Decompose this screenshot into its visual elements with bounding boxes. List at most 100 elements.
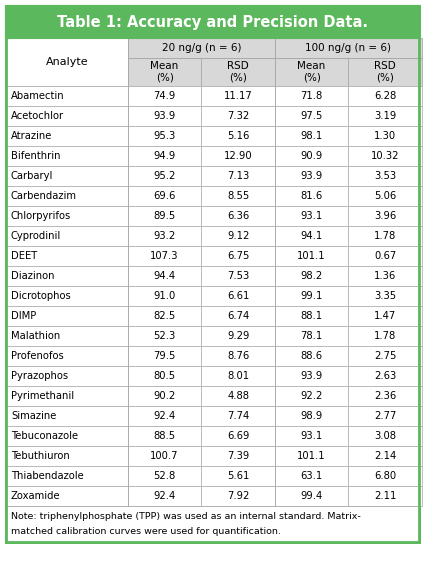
Text: 93.9: 93.9	[300, 371, 323, 381]
Bar	[128, 326, 201, 346]
Bar	[128, 386, 201, 406]
Text: Zoxamide: Zoxamide	[11, 491, 61, 501]
Text: 93.1: 93.1	[300, 431, 323, 441]
Text: Tebuthiuron: Tebuthiuron	[11, 451, 70, 461]
Text: 3.35: 3.35	[374, 291, 396, 301]
Bar	[275, 146, 348, 166]
Text: 10.32: 10.32	[371, 151, 399, 161]
Bar	[128, 446, 201, 466]
Text: 9.29: 9.29	[227, 331, 249, 341]
Text: Acetochlor: Acetochlor	[11, 111, 64, 121]
Text: RSD
(%): RSD (%)	[374, 61, 396, 83]
Bar	[201, 286, 275, 306]
Text: Pyrazophos: Pyrazophos	[11, 371, 68, 381]
Bar	[128, 146, 201, 166]
Text: 8.76: 8.76	[227, 351, 249, 361]
Bar	[348, 466, 422, 486]
Text: 3.19: 3.19	[374, 111, 396, 121]
Bar	[201, 406, 275, 426]
Text: 92.4: 92.4	[153, 491, 176, 501]
Text: 5.61: 5.61	[227, 471, 249, 481]
Text: 63.1: 63.1	[300, 471, 323, 481]
Bar	[275, 286, 348, 306]
Text: Carbaryl: Carbaryl	[11, 171, 54, 181]
Text: 6.61: 6.61	[227, 291, 249, 301]
Bar	[6, 366, 128, 386]
Bar	[201, 486, 275, 506]
Bar	[348, 346, 422, 366]
Bar	[275, 346, 348, 366]
Bar	[275, 486, 348, 506]
Text: Dicrotophos: Dicrotophos	[11, 291, 71, 301]
Text: 6.36: 6.36	[227, 211, 249, 221]
Text: 12.90: 12.90	[224, 151, 252, 161]
Text: 98.1: 98.1	[300, 131, 323, 141]
Text: 1.30: 1.30	[374, 131, 396, 141]
Bar	[128, 406, 201, 426]
Text: 8.55: 8.55	[227, 191, 249, 201]
Bar	[128, 346, 201, 366]
Text: 88.1: 88.1	[300, 311, 323, 321]
Text: 0.67: 0.67	[374, 251, 396, 261]
Text: Note: triphenylphosphate (TPP) was used as an internal standard. Matrix-: Note: triphenylphosphate (TPP) was used …	[11, 512, 361, 521]
Text: 2.36: 2.36	[374, 391, 396, 401]
Text: Chlorpyrifos: Chlorpyrifos	[11, 211, 71, 221]
Text: 98.9: 98.9	[300, 411, 323, 421]
Bar	[128, 366, 201, 386]
Bar	[201, 306, 275, 326]
Bar	[128, 38, 275, 58]
Bar	[348, 306, 422, 326]
Bar	[128, 166, 201, 186]
Bar	[128, 226, 201, 246]
Text: Profenofos: Profenofos	[11, 351, 64, 361]
Text: 89.5: 89.5	[153, 211, 176, 221]
Text: 78.1: 78.1	[300, 331, 323, 341]
Bar	[348, 206, 422, 226]
Text: 81.6: 81.6	[300, 191, 323, 201]
Text: 1.36: 1.36	[374, 271, 396, 281]
Text: RSD
(%): RSD (%)	[227, 61, 249, 83]
Bar	[6, 286, 128, 306]
Bar	[201, 206, 275, 226]
Text: 82.5: 82.5	[153, 311, 176, 321]
Bar	[201, 106, 275, 126]
Bar	[348, 146, 422, 166]
Text: 6.74: 6.74	[227, 311, 249, 321]
Bar	[348, 226, 422, 246]
Text: 9.12: 9.12	[227, 231, 249, 241]
Text: 94.9: 94.9	[153, 151, 176, 161]
Text: 94.1: 94.1	[300, 231, 323, 241]
Bar	[275, 446, 348, 466]
Text: 6.80: 6.80	[374, 471, 396, 481]
Bar	[6, 106, 128, 126]
Bar	[201, 446, 275, 466]
Text: 52.3: 52.3	[153, 331, 176, 341]
Bar	[128, 286, 201, 306]
Bar	[201, 466, 275, 486]
Text: 7.53: 7.53	[227, 271, 249, 281]
Text: 79.5: 79.5	[153, 351, 176, 361]
Text: 3.96: 3.96	[374, 211, 396, 221]
Bar	[348, 106, 422, 126]
Text: Mean
(%): Mean (%)	[150, 61, 179, 83]
Text: 7.74: 7.74	[227, 411, 249, 421]
Text: DIMP: DIMP	[11, 311, 36, 321]
Bar	[128, 186, 201, 206]
Text: 2.63: 2.63	[374, 371, 396, 381]
Bar	[275, 326, 348, 346]
Text: 2.75: 2.75	[374, 351, 397, 361]
Text: 2.14: 2.14	[374, 451, 396, 461]
Text: 11.17: 11.17	[224, 91, 252, 101]
Text: 8.01: 8.01	[227, 371, 249, 381]
Bar	[275, 38, 422, 58]
Bar	[348, 426, 422, 446]
Text: Diazinon: Diazinon	[11, 271, 54, 281]
Text: 1.78: 1.78	[374, 331, 396, 341]
Bar	[6, 306, 128, 326]
Bar	[6, 466, 128, 486]
Bar	[275, 266, 348, 286]
Text: 2.11: 2.11	[374, 491, 397, 501]
Text: 7.39: 7.39	[227, 451, 249, 461]
Text: 1.47: 1.47	[374, 311, 396, 321]
Text: 6.69: 6.69	[227, 431, 249, 441]
